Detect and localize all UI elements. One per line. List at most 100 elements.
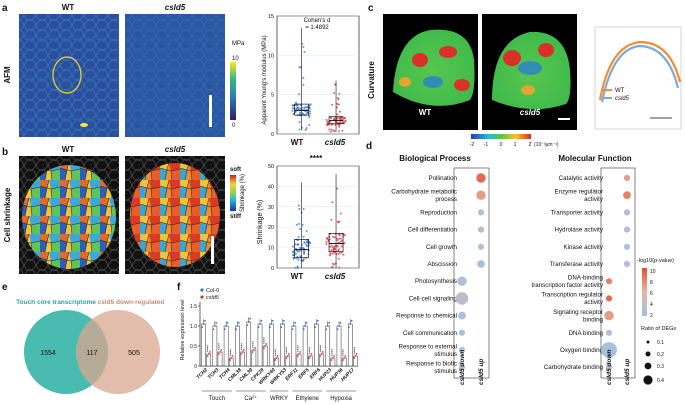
venn-overlap-count: 117: [86, 350, 97, 357]
curv-colorbar: [471, 134, 531, 139]
afm-point-csld5-30: [338, 125, 341, 128]
expr-pt-csld5-HUP23-0: [330, 359, 333, 361]
afm-point-WT-55: [309, 103, 312, 106]
expr-pt-col0-HUP17-1: [349, 323, 352, 325]
go-bp-title: Biological Process: [399, 154, 471, 163]
go-bp-dot-8-0: [458, 311, 466, 320]
shrink-point-WT-42: [294, 266, 297, 269]
afm-row-label: AFM: [3, 66, 12, 84]
expr-pt-col0-TCH3-2: [215, 321, 218, 324]
afm-point-WT-39: [308, 116, 311, 119]
expr-pt-col0-HUP36-1: [338, 325, 340, 327]
curv-wt-label: WT: [419, 108, 432, 117]
afm-point-WT-45: [291, 109, 294, 112]
shrink-point-WT-35: [297, 258, 300, 261]
afm-point-csld5-38: [331, 103, 334, 106]
expr-pt-col0-CPK28-0: [257, 326, 260, 329]
expr-pt-col0-CML39-1: [247, 321, 250, 323]
expr-pt-csld5-CPK28-0: [263, 347, 265, 349]
expr-pt-col0-ERF6-2: [316, 319, 319, 322]
go-mf-dot-1-1: [623, 191, 631, 200]
expr-pt-col0-WRKY53-1: [281, 323, 284, 325]
expr-sig-ERF5: ****: [307, 347, 312, 354]
shrink-scale-bar: [211, 236, 214, 264]
afm-point-csld5-66: [328, 128, 331, 131]
panel-b: b Cell shrinkage WT csld5 soft stiff Shr…: [2, 145, 360, 281]
go-mf-term-11-line-0: Carbohydrate binding: [544, 364, 604, 371]
expr-sig-TCH4: ****: [228, 349, 233, 356]
expr-pt-col0-ERF5-1: [304, 325, 307, 327]
afm-point-csld5-52: [337, 97, 340, 100]
expr-pt-csld5-CML38-0: [240, 353, 243, 355]
expr-pt-col0-TCH3-1: [213, 325, 216, 327]
panel-a: a AFM WT csld5 MPa 10 0 Apparent Young's…: [2, 3, 360, 147]
shrink-ytick-2: 20: [268, 225, 274, 231]
expr-sig-ERF11: ****: [296, 345, 301, 352]
afm-point-csld5-34: [332, 129, 335, 132]
shrink-point-csld5-40: [343, 242, 346, 245]
afm-point-csld5-31: [328, 120, 331, 123]
go-mf-term-9-line-0: DNA binding: [569, 330, 604, 337]
shrink-point-WT-58: [297, 204, 300, 207]
curv-legend-wt: WT: [615, 88, 625, 94]
expr-pt-col0-CML39-0: [246, 324, 249, 327]
expr-sig-CPK28: ****: [262, 337, 267, 344]
expr-legend-csld5-dot: [200, 295, 204, 299]
go-ratio-dot-3: [643, 375, 653, 385]
shrink-wt-label: WT: [62, 145, 75, 154]
expr-pt-col0-ERF11-1: [292, 325, 295, 327]
shrink-point-csld5-6: [339, 240, 342, 243]
afm-point-WT-41: [308, 124, 311, 127]
shrink-colorbar: [230, 175, 236, 211]
afm-frame: [276, 15, 360, 135]
shrink-significance: ****: [310, 154, 323, 163]
shrink-frame: [276, 165, 360, 269]
expr-pt-col0-CML38-0: [235, 328, 237, 331]
go-mf-term-7-line-1: activity: [584, 299, 604, 306]
shrink-point-WT-46: [301, 223, 304, 226]
afm-point-WT-26: [306, 111, 309, 114]
shrink-cb-bottom: stiff: [230, 214, 242, 220]
shrink-point-csld5-27: [330, 248, 333, 251]
go-logp-tick-3: 4: [650, 302, 653, 308]
go-mf-term-7-line-0: Transcription regulator: [541, 292, 603, 299]
go-mf-term-8-line-1: binding: [583, 316, 604, 323]
afm-wt-stiff-ring: [52, 56, 82, 94]
expr-bar-col0-HUP36: [336, 325, 342, 367]
afm-point-csld5-69: [327, 123, 330, 126]
shrink-point-csld5-65: [338, 220, 341, 223]
go-bp-dot-0-1: [476, 173, 486, 183]
go-mf-term-6-line-0: DNA-binding: [568, 274, 604, 281]
expr-bar-col0-TCH4: [223, 325, 229, 367]
go-mf-term-0-line-0: Catalytic activity: [559, 175, 604, 182]
go-bp-xlabel-0: csld5 down: [459, 350, 466, 385]
afm-point-csld5-37: [330, 128, 333, 131]
shrink-point-WT-45: [294, 243, 297, 246]
afm-ytick-3: 15: [268, 14, 274, 20]
venn-right-circle: [76, 310, 160, 394]
go-bp-term-11-line-1: stimulus: [434, 368, 457, 375]
afm-ytick-0: 0: [271, 132, 274, 138]
panel-b-letter: b: [2, 147, 8, 158]
curv-cb-tick-0: -2: [470, 142, 475, 148]
expr-legend-col0-dot: [200, 288, 204, 292]
venn-right-count: 505: [128, 350, 140, 357]
expr-pt-col0-TCH2-0: [201, 326, 204, 329]
afm-point-WT-44: [304, 106, 307, 109]
expr-ylabel: Relative expression level: [180, 300, 186, 361]
panel-c: c Curvature WT csld5 -2 -1 0 1 2 (10⁻³μm…: [367, 3, 682, 148]
afm-wt-label: WT: [62, 3, 75, 12]
expr-pt-col0-CML38-2: [237, 321, 240, 324]
expr-bar-csld5-CPK28: [262, 345, 268, 367]
expr-pt-csld5-CML38-1: [241, 351, 244, 353]
afm-point-WT-62: [305, 112, 308, 115]
curv-legend-csld5: csld5: [615, 96, 630, 102]
expr-pt-col0-CPK28-1: [259, 323, 261, 325]
expr-sig-HUP17: ****: [352, 347, 357, 354]
expr-gene-TCH2: TCH2: [196, 367, 210, 381]
expr-bar-col0-WRKY53: [280, 323, 285, 367]
shrink-point-csld5-15: [332, 235, 335, 238]
expr-pt-csld5-TCH3-2: [220, 349, 223, 351]
afm-boxplot: 0 5 10 15: [268, 14, 360, 138]
